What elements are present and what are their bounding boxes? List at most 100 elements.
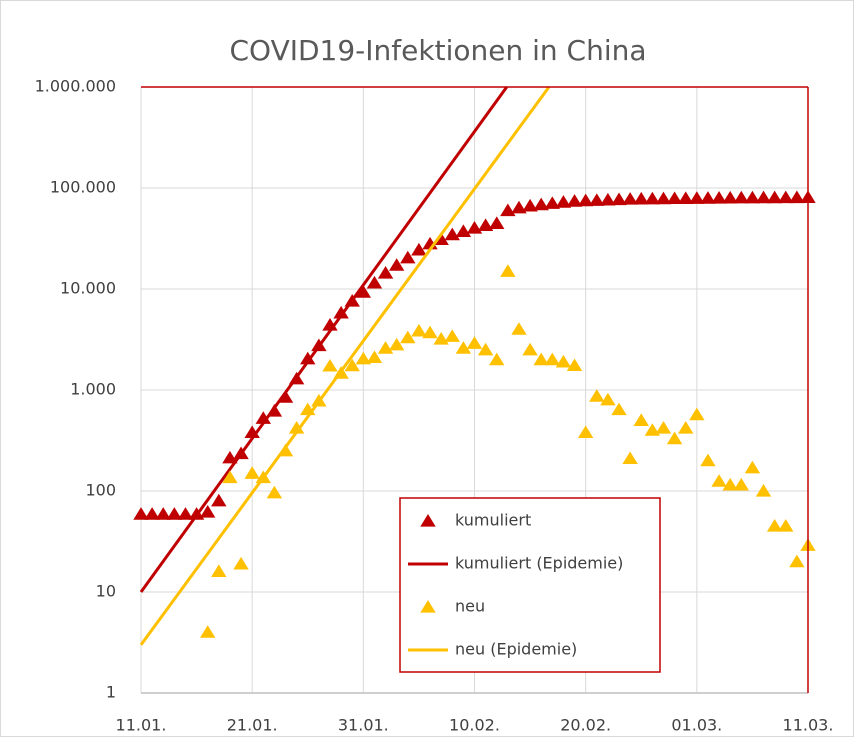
plot <box>133 86 816 646</box>
data-point <box>511 322 527 335</box>
data-point <box>155 507 171 520</box>
data-point <box>355 351 372 365</box>
data-point <box>744 190 761 204</box>
y-tick-label: 1.000.000 <box>35 77 116 96</box>
data-point <box>678 191 694 204</box>
y-tick-label: 10.000 <box>60 279 116 298</box>
data-point <box>555 354 572 368</box>
data-point <box>344 358 360 372</box>
data-point <box>666 431 683 445</box>
data-point <box>644 423 661 436</box>
data-point <box>689 407 705 421</box>
data-point <box>166 507 183 520</box>
data-point <box>522 342 538 356</box>
x-tick-label: 21.01. <box>227 716 278 735</box>
data-point <box>133 507 149 520</box>
data-point <box>322 358 338 372</box>
data-point <box>678 421 694 434</box>
data-point <box>744 460 761 474</box>
data-point <box>600 392 616 406</box>
data-point <box>700 453 716 467</box>
trend-line <box>139 86 551 646</box>
data-point <box>689 191 705 204</box>
data-point <box>477 218 494 232</box>
data-point <box>477 342 494 356</box>
data-point <box>489 352 505 366</box>
legend-label: neu (Epidemie) <box>455 640 577 659</box>
data-point <box>144 507 160 520</box>
data-point <box>555 195 572 208</box>
data-point <box>211 564 227 577</box>
data-point <box>778 190 794 204</box>
data-point <box>200 504 216 518</box>
data-point <box>444 227 460 241</box>
data-point <box>544 352 561 366</box>
data-point <box>333 305 349 319</box>
x-tick-label: 31.01. <box>338 716 389 735</box>
data-point <box>566 194 583 207</box>
data-point <box>633 191 649 205</box>
data-point <box>177 507 194 520</box>
data-point <box>622 451 638 465</box>
y-tick-label: 100.000 <box>50 178 116 197</box>
data-point <box>466 336 483 349</box>
data-point <box>666 191 683 205</box>
data-point <box>489 216 505 230</box>
data-point <box>255 411 271 424</box>
data-point <box>600 192 616 206</box>
data-point <box>455 224 472 237</box>
chart-title: COVID19-Infektionen in China <box>229 34 646 67</box>
data-point <box>611 402 627 416</box>
data-point <box>711 474 727 487</box>
y-tick-label: 100 <box>85 481 116 500</box>
data-point <box>733 477 749 491</box>
x-tick-label: 01.03. <box>671 716 722 735</box>
data-point <box>222 450 238 464</box>
data-point <box>644 191 661 205</box>
data-point <box>589 193 605 206</box>
data-point <box>577 425 594 439</box>
data-point <box>366 350 383 364</box>
data-point <box>200 625 216 638</box>
data-point <box>355 285 372 298</box>
data-point <box>411 323 427 337</box>
data-point <box>622 192 638 205</box>
data-point <box>244 466 260 479</box>
data-point <box>766 519 783 532</box>
data-point <box>533 352 549 366</box>
legend-label: neu <box>455 597 485 616</box>
data-point <box>388 337 405 351</box>
data-point <box>577 193 594 207</box>
data-point <box>388 258 405 271</box>
data-point <box>366 275 383 289</box>
legend-marker <box>420 600 436 613</box>
x-tick-label: 11.03. <box>783 716 834 735</box>
legend: kumuliert kumuliert (Epidemie) neu neu (Epi… <box>399 497 661 673</box>
plot-frame <box>141 86 809 693</box>
data-point <box>266 485 283 499</box>
data-point <box>722 190 738 204</box>
data-point <box>500 264 516 277</box>
data-point <box>444 329 460 342</box>
data-point <box>400 250 416 264</box>
data-point <box>233 556 249 570</box>
data-point <box>722 477 738 491</box>
data-point <box>778 519 794 532</box>
data-point <box>633 413 649 427</box>
data-point <box>377 341 394 354</box>
data-point <box>422 325 438 339</box>
data-point <box>589 389 605 402</box>
data-point <box>655 421 672 434</box>
data-point <box>611 192 627 206</box>
data-point <box>700 191 716 204</box>
y-tick-label: 1.000 <box>70 380 116 399</box>
legend-label: kumuliert <box>455 511 531 530</box>
data-point <box>400 330 416 344</box>
legend-marker <box>420 514 436 527</box>
data-point <box>511 200 527 214</box>
data-point <box>711 191 727 204</box>
x-tick-label: 10.02. <box>449 716 500 735</box>
data-point <box>766 190 783 204</box>
data-point <box>222 470 238 484</box>
